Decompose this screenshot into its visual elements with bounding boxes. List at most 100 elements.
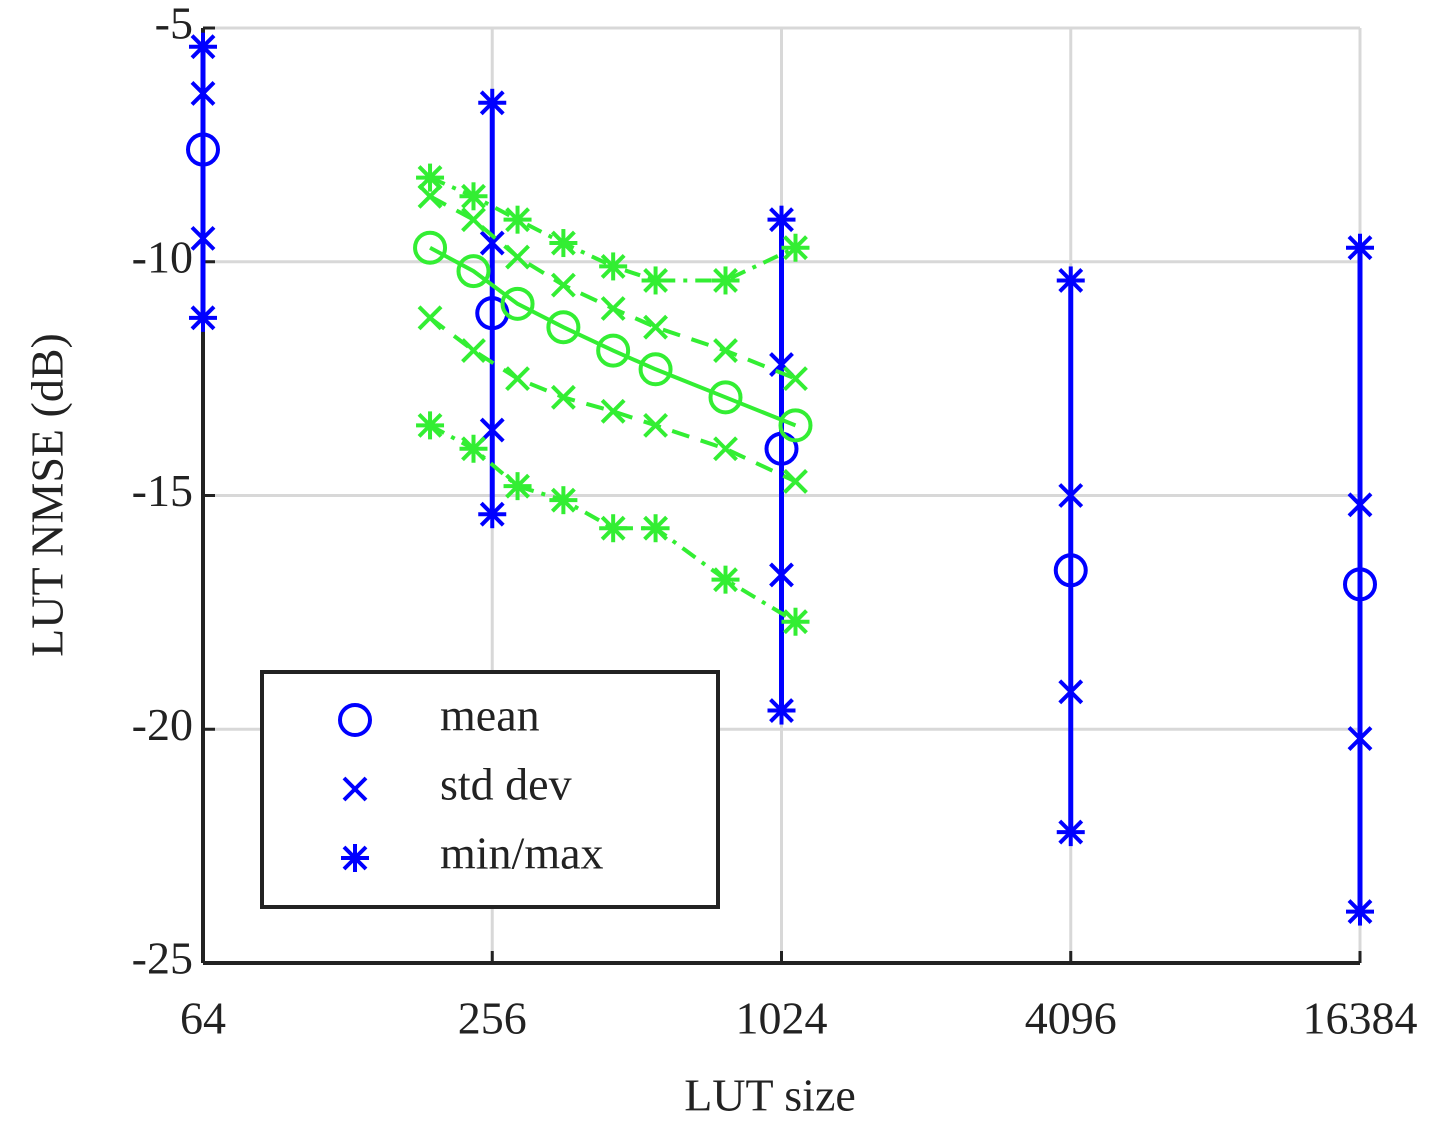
- y-tick-label: -5: [155, 0, 193, 49]
- marker-star: [781, 607, 810, 636]
- marker-x: [550, 272, 576, 298]
- marker-stroke: [643, 412, 668, 438]
- marker-x: [713, 338, 738, 363]
- marker-star: [1056, 266, 1085, 295]
- marker-star: [478, 500, 507, 529]
- marker-stroke: [461, 338, 486, 363]
- marker-x: [600, 296, 626, 321]
- marker-circle: [186, 132, 220, 167]
- marker-stroke: [769, 352, 794, 378]
- marker-stroke: [190, 225, 216, 251]
- marker-star: [1056, 818, 1085, 847]
- marker-stroke: [1347, 726, 1373, 752]
- marker-x: [505, 366, 530, 392]
- legend-label: std dev: [440, 759, 572, 810]
- marker-x: [461, 207, 486, 233]
- marker-stroke: [643, 314, 668, 340]
- marker-stroke: [783, 469, 808, 494]
- marker-star: [599, 252, 628, 281]
- marker-star: [503, 205, 532, 234]
- marker-star: [549, 486, 578, 515]
- legend-label: mean: [440, 690, 540, 741]
- marker-circle: [456, 254, 491, 289]
- marker-star: [416, 163, 445, 192]
- marker-star: [767, 696, 796, 725]
- marker-x: [550, 384, 576, 410]
- marker-star: [416, 411, 445, 440]
- marker-stroke: [783, 366, 808, 392]
- marker-star: [459, 182, 488, 211]
- marker-circle: [596, 333, 631, 368]
- y-tick-label: -25: [132, 933, 193, 984]
- marker-x: [769, 562, 794, 588]
- marker-star: [478, 88, 507, 117]
- marker-star: [1346, 233, 1374, 262]
- x-tick-label: 4096: [1025, 993, 1117, 1044]
- marker-x: [479, 417, 505, 443]
- marker-star: [459, 434, 488, 463]
- marker-star: [641, 266, 670, 295]
- marker-x: [505, 244, 530, 270]
- marker-stroke: [550, 272, 576, 298]
- marker-stroke: [713, 338, 738, 363]
- marker-x: [643, 314, 668, 340]
- marker-star: [189, 303, 217, 332]
- marker-x: [417, 183, 443, 209]
- y-axis-label: LUT NMSE (dB): [22, 333, 73, 657]
- marker-star: [641, 514, 670, 543]
- marker-star: [341, 844, 369, 872]
- series-line: [429, 423, 797, 624]
- marker-star: [599, 514, 628, 543]
- x-tick-label: 1024: [736, 993, 828, 1044]
- marker-star: [711, 565, 740, 594]
- marker-star: [549, 229, 578, 258]
- marker-x: [643, 412, 668, 438]
- marker-x: [461, 338, 486, 363]
- marker-x: [190, 81, 216, 106]
- marker-stroke: [190, 81, 216, 106]
- marker-x: [342, 776, 368, 802]
- marker-circle: [546, 310, 581, 345]
- marker-stroke: [505, 366, 530, 392]
- marker-x: [1347, 726, 1373, 752]
- marker-star: [503, 472, 532, 501]
- legend-box: [260, 670, 720, 909]
- legend-label: min/max: [440, 828, 604, 879]
- marker-star: [767, 205, 796, 234]
- marker-stroke: [505, 244, 530, 270]
- marker-stroke: [769, 562, 794, 588]
- marker-x: [783, 469, 808, 494]
- marker-stroke: [417, 305, 443, 331]
- series-line: [429, 194, 797, 381]
- marker-stroke: [713, 436, 738, 462]
- marker-x: [600, 398, 626, 424]
- marker-x: [479, 230, 505, 256]
- marker-circle: [1053, 553, 1088, 588]
- marker-x: [713, 436, 738, 462]
- marker-stroke: [1347, 492, 1373, 518]
- marker-stroke: [1058, 679, 1084, 705]
- marker-x: [1347, 492, 1373, 518]
- x-tick-label: 16384: [1303, 993, 1418, 1044]
- marker-circle: [708, 380, 743, 415]
- y-tick-label: -10: [132, 231, 193, 282]
- x-tick-label: 256: [458, 993, 527, 1044]
- marker-x: [1058, 483, 1084, 508]
- marker-star: [189, 32, 217, 61]
- marker-stroke: [600, 296, 626, 321]
- marker-stroke: [600, 398, 626, 424]
- y-tick-label: -20: [132, 699, 193, 750]
- marker-stroke: [417, 183, 443, 209]
- marker-circle: [778, 408, 813, 443]
- marker-x: [1058, 679, 1084, 705]
- x-axis-label: LUT size: [684, 1070, 856, 1121]
- marker-star: [711, 266, 740, 295]
- marker-stroke: [461, 207, 486, 233]
- marker-stroke: [342, 776, 368, 802]
- marker-stroke: [1058, 483, 1084, 508]
- y-tick-label: -15: [132, 465, 193, 516]
- marker-stroke: [479, 417, 505, 443]
- marker-circle: [413, 230, 448, 265]
- marker-star: [781, 233, 810, 262]
